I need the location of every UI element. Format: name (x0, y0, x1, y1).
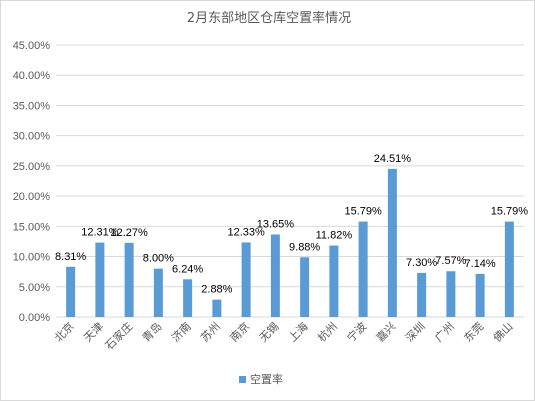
bar (124, 242, 134, 317)
bar (387, 168, 397, 317)
x-tick-label: 苏州 (198, 320, 223, 345)
x-tick-label: 天津 (81, 320, 106, 345)
bar (183, 279, 193, 317)
bar (504, 221, 514, 317)
y-tick-label: 0.00% (19, 312, 50, 324)
data-label: 8.00% (143, 253, 174, 265)
data-label: 12.31% (81, 227, 119, 239)
x-tick-label: 宁波 (344, 319, 369, 344)
x-tick-label: 无锡 (256, 319, 281, 344)
bar (270, 234, 280, 317)
data-label: 7.30% (406, 257, 437, 269)
data-label: 9.88% (289, 241, 320, 253)
data-label: 12.33% (227, 226, 265, 238)
x-tick-label: 石家庄 (102, 319, 135, 352)
y-tick-label: 5.00% (19, 282, 50, 294)
bar (300, 257, 310, 317)
bar (153, 268, 163, 317)
data-label: 15.79% (344, 206, 382, 218)
y-tick-label: 15.00% (13, 221, 51, 233)
data-label: 8.31% (55, 251, 86, 263)
x-tick-label: 济南 (168, 319, 193, 344)
data-label: 6.24% (172, 263, 203, 275)
data-label: 12.27% (110, 227, 148, 239)
bar (212, 299, 222, 317)
gridlines (56, 44, 524, 318)
x-tick-label: 嘉兴 (373, 319, 398, 344)
chart-title: 2月东部地区仓库空置率情况 (187, 10, 351, 26)
data-label: 13.65% (257, 218, 295, 230)
data-label: 24.51% (374, 153, 412, 165)
bar (95, 242, 105, 317)
x-tick-label: 青岛 (139, 319, 164, 344)
data-label: 2.88% (201, 284, 232, 296)
x-tick-label: 杭州 (315, 319, 340, 344)
data-label: 15.79% (491, 206, 529, 218)
x-tick-label: 南京 (227, 319, 252, 344)
bar (446, 271, 456, 317)
bar-series (66, 168, 514, 317)
x-tick-label: 东莞 (461, 320, 486, 345)
legend: 空置率 (239, 372, 283, 386)
x-tick-label: 佛山 (491, 320, 516, 345)
x-tick-label: 北京 (51, 319, 76, 344)
y-tick-label: 20.00% (13, 191, 51, 203)
bar (66, 266, 76, 317)
x-tick-label: 广州 (432, 320, 457, 345)
data-label: 7.57% (435, 255, 466, 267)
x-tick-label: 上海 (285, 319, 310, 344)
bar (475, 273, 485, 317)
y-tick-label: 10.00% (13, 252, 51, 264)
y-tick-label: 40.00% (13, 70, 51, 82)
bar (358, 221, 368, 317)
bar (417, 272, 427, 317)
y-axis: 0.00% 5.00% 10.00% 15.00% 20.00% 25.00% 30.00%… (13, 40, 51, 324)
bar (329, 245, 339, 317)
legend-label: 空置率 (250, 372, 283, 386)
bar (241, 242, 251, 317)
x-tick-label: 深圳 (403, 320, 428, 345)
data-label: 11.82% (316, 230, 353, 242)
y-tick-label: 30.00% (13, 131, 51, 143)
y-tick-label: 45.00% (13, 40, 51, 52)
data-labels: 8.31% 12.31%12.27% 8.00%6.24% 2.88% 12.33%13… (55, 153, 528, 296)
y-tick-label: 35.00% (13, 100, 51, 112)
y-tick-label: 25.00% (13, 161, 51, 173)
data-label: 7.14% (465, 258, 496, 270)
legend-swatch (239, 376, 246, 383)
